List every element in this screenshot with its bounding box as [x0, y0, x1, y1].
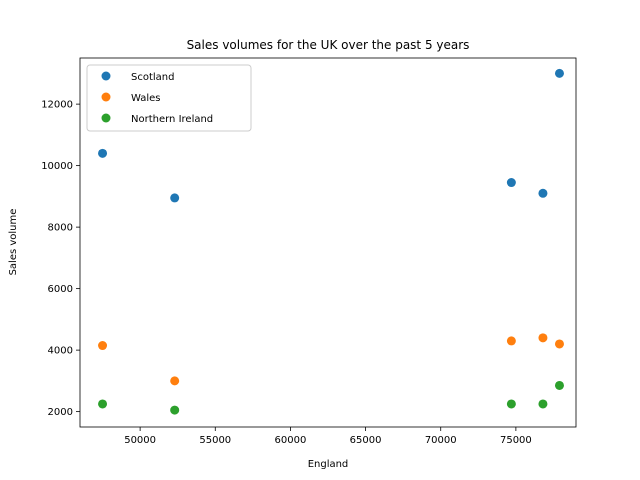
chart-title: Sales volumes for the UK over the past 5… — [187, 38, 470, 52]
y-tick-label: 10000 — [41, 161, 73, 172]
point-scotland — [506, 178, 516, 188]
y-tick-label: 12000 — [41, 100, 73, 111]
x-axis-label: England — [308, 459, 349, 470]
x-axis: 50000 55000 60000 65000 70000 75000 — [124, 427, 532, 446]
point-northern-ireland — [538, 399, 548, 409]
legend-label-northern-ireland: Northern Ireland — [131, 114, 213, 125]
point-wales — [554, 339, 564, 349]
legend-label-wales: Wales — [131, 93, 161, 104]
y-tick-label: 8000 — [48, 223, 73, 234]
point-scotland — [98, 148, 108, 158]
x-tick-label: 55000 — [199, 435, 231, 446]
point-wales — [506, 336, 516, 346]
x-tick-label: 60000 — [275, 435, 307, 446]
legend-marker-wales — [101, 92, 111, 102]
legend-marker-scotland — [101, 71, 111, 81]
x-tick-label: 75000 — [500, 435, 532, 446]
y-tick-label: 2000 — [48, 407, 73, 418]
x-tick-label: 70000 — [425, 435, 457, 446]
point-northern-ireland — [554, 380, 564, 390]
x-tick-label: 65000 — [350, 435, 382, 446]
y-tick-label: 4000 — [48, 346, 73, 357]
plot-frame — [79, 57, 577, 428]
y-tick-label: 6000 — [48, 284, 73, 295]
plot-area — [98, 68, 564, 415]
y-axis-label: Sales volume — [8, 209, 19, 276]
legend: Scotland Wales Northern Ireland — [86, 64, 252, 132]
legend-label-scotland: Scotland — [131, 72, 174, 83]
point-northern-ireland — [506, 399, 516, 409]
point-scotland — [554, 68, 564, 78]
legend-marker-northern-ireland — [101, 113, 111, 123]
x-tick-label: 50000 — [124, 435, 156, 446]
point-scotland — [170, 193, 180, 203]
point-northern-ireland — [170, 405, 180, 415]
legend-box — [86, 64, 252, 132]
point-wales — [98, 341, 108, 351]
point-northern-ireland — [98, 399, 108, 409]
point-scotland — [538, 188, 548, 198]
point-wales — [170, 376, 180, 386]
y-axis: 2000 4000 6000 8000 10000 12000 — [41, 100, 80, 418]
point-wales — [538, 333, 548, 343]
